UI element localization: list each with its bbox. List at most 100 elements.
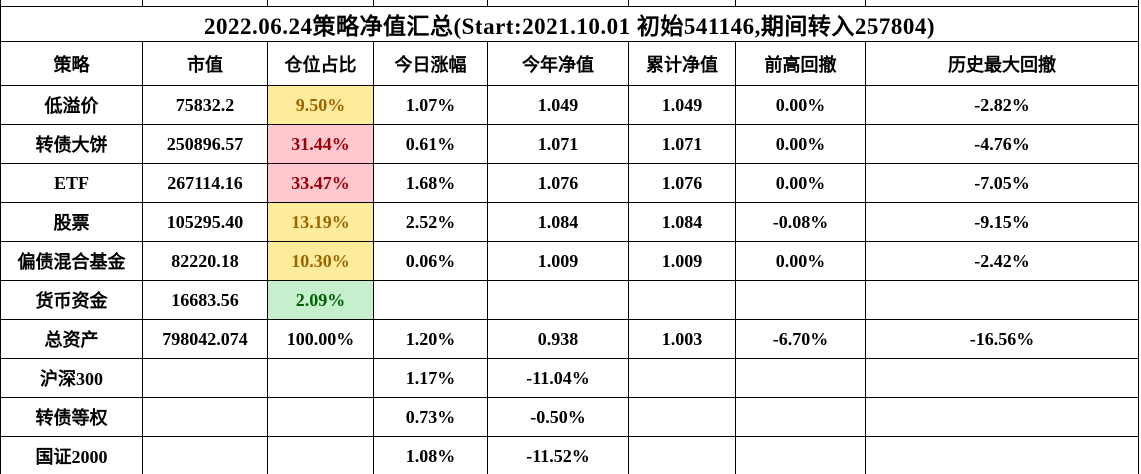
table-row: ETF 267114.16 33.47% 1.68% 1.076 1.076 0… <box>0 163 1139 203</box>
cell-ytd-nav[interactable] <box>487 280 629 320</box>
cell-position-ratio[interactable] <box>267 358 374 398</box>
cell-cumulative-nav[interactable] <box>628 358 736 398</box>
cell-market-value[interactable]: 75832.2 <box>142 85 268 125</box>
cell-strategy-name[interactable]: 总资产 <box>0 319 143 359</box>
cell-max-drawdown[interactable] <box>865 397 1139 437</box>
cell-cumulative-nav[interactable]: 1.076 <box>628 163 736 203</box>
cell-ytd-nav[interactable]: 0.938 <box>487 319 629 359</box>
cell-strategy-name[interactable]: 转债等权 <box>0 397 143 437</box>
cell-strategy-name[interactable]: 国证2000 <box>0 436 143 474</box>
cell-market-value[interactable]: 250896.57 <box>142 124 268 164</box>
cell-ytd-nav[interactable]: -0.50% <box>487 397 629 437</box>
cell-max-drawdown[interactable]: -2.42% <box>865 241 1139 281</box>
cell-max-drawdown[interactable]: -16.56% <box>865 319 1139 359</box>
cell-cumulative-nav[interactable] <box>628 436 736 474</box>
cell-prev-high-drawdown[interactable]: 0.00% <box>735 163 866 203</box>
cell-strategy-name[interactable]: 沪深300 <box>0 358 143 398</box>
cell-prev-high-drawdown[interactable] <box>735 280 866 320</box>
cell-prev-high-drawdown[interactable] <box>735 436 866 474</box>
column-header-strategy[interactable]: 策略 <box>0 41 143 86</box>
cell-position-ratio[interactable]: 13.19% <box>267 202 374 242</box>
cell-ytd-nav[interactable]: -11.52% <box>487 436 629 474</box>
column-header-max-drawdown[interactable]: 历史最大回撤 <box>865 41 1139 86</box>
cell-strategy-name[interactable]: 转债大饼 <box>0 124 143 164</box>
cell-position-ratio[interactable]: 9.50% <box>267 85 374 125</box>
cell-market-value[interactable] <box>142 358 268 398</box>
cell-position-ratio[interactable] <box>267 436 374 474</box>
cell-max-drawdown[interactable]: -4.76% <box>865 124 1139 164</box>
cell-today-change[interactable]: 1.68% <box>373 163 488 203</box>
cell-cumulative-nav[interactable] <box>628 280 736 320</box>
cell-ytd-nav[interactable]: 1.071 <box>487 124 629 164</box>
cell-prev-high-drawdown[interactable] <box>735 397 866 437</box>
cell-ytd-nav[interactable]: -11.04% <box>487 358 629 398</box>
cell-cumulative-nav[interactable]: 1.071 <box>628 124 736 164</box>
cell-market-value[interactable] <box>142 397 268 437</box>
cell-ytd-nav[interactable]: 1.049 <box>487 85 629 125</box>
cell-today-change[interactable]: 1.20% <box>373 319 488 359</box>
cell-today-change[interactable]: 1.08% <box>373 436 488 474</box>
cell-strategy-name[interactable]: 货币资金 <box>0 280 143 320</box>
cell-position-ratio[interactable]: 10.30% <box>267 241 374 281</box>
cell-market-value[interactable]: 82220.18 <box>142 241 268 281</box>
cell-strategy-name[interactable]: ETF <box>0 163 143 203</box>
cell-cumulative-nav[interactable]: 1.084 <box>628 202 736 242</box>
cell-today-change[interactable]: 0.61% <box>373 124 488 164</box>
cell-today-change[interactable]: 0.73% <box>373 397 488 437</box>
table-row: 股票 105295.40 13.19% 2.52% 1.084 1.084 -0… <box>0 202 1139 242</box>
cell-max-drawdown[interactable]: -7.05% <box>865 163 1139 203</box>
cell-position-ratio[interactable]: 100.00% <box>267 319 374 359</box>
cell-cumulative-nav[interactable]: 1.009 <box>628 241 736 281</box>
table-row: 货币资金 16683.56 2.09% <box>0 280 1139 320</box>
cell-max-drawdown[interactable] <box>865 436 1139 474</box>
cell-ytd-nav[interactable]: 1.009 <box>487 241 629 281</box>
cell-strategy-name[interactable]: 偏债混合基金 <box>0 241 143 281</box>
cell-cumulative-nav[interactable]: 1.049 <box>628 85 736 125</box>
cell-ytd-nav[interactable]: 1.084 <box>487 202 629 242</box>
table-row: 国证2000 1.08% -11.52% <box>0 436 1139 474</box>
table-title[interactable]: 2022.06.24策略净值汇总(Start:2021.10.01 初始5411… <box>0 6 1139 42</box>
column-header-prev-high-drawdown[interactable]: 前高回撤 <box>735 41 866 86</box>
cell-position-ratio[interactable] <box>267 397 374 437</box>
cell-strategy-name[interactable]: 低溢价 <box>0 85 143 125</box>
cell-max-drawdown[interactable]: -2.82% <box>865 85 1139 125</box>
cell-market-value[interactable] <box>142 436 268 474</box>
cell-prev-high-drawdown[interactable]: -0.08% <box>735 202 866 242</box>
cell-max-drawdown[interactable] <box>865 358 1139 398</box>
column-header-cumulative-nav[interactable]: 累计净值 <box>628 41 736 86</box>
cell-market-value[interactable]: 16683.56 <box>142 280 268 320</box>
cell-position-ratio[interactable]: 31.44% <box>267 124 374 164</box>
column-header-market-value[interactable]: 市值 <box>142 41 268 86</box>
table-row: 偏债混合基金 82220.18 10.30% 0.06% 1.009 1.009… <box>0 241 1139 281</box>
cell-market-value[interactable]: 267114.16 <box>142 163 268 203</box>
column-header-ytd-nav[interactable]: 今年净值 <box>487 41 629 86</box>
cell-prev-high-drawdown[interactable] <box>735 358 866 398</box>
cell-today-change[interactable]: 2.52% <box>373 202 488 242</box>
cell-max-drawdown[interactable] <box>865 280 1139 320</box>
cell-prev-high-drawdown[interactable]: 0.00% <box>735 124 866 164</box>
cell-prev-high-drawdown[interactable]: -6.70% <box>735 319 866 359</box>
cell-prev-high-drawdown[interactable]: 0.00% <box>735 241 866 281</box>
cell-strategy-name[interactable]: 股票 <box>0 202 143 242</box>
cell-position-ratio[interactable]: 2.09% <box>267 280 374 320</box>
title-row: 2022.06.24策略净值汇总(Start:2021.10.01 初始5411… <box>0 6 1139 42</box>
column-header-position-ratio[interactable]: 仓位占比 <box>267 41 374 86</box>
cell-market-value[interactable]: 798042.074 <box>142 319 268 359</box>
table-row: 低溢价 75832.2 9.50% 1.07% 1.049 1.049 0.00… <box>0 85 1139 125</box>
cell-market-value[interactable]: 105295.40 <box>142 202 268 242</box>
cell-cumulative-nav[interactable]: 1.003 <box>628 319 736 359</box>
cell-today-change[interactable]: 1.07% <box>373 85 488 125</box>
column-header-today-change[interactable]: 今日涨幅 <box>373 41 488 86</box>
table-row: 总资产 798042.074 100.00% 1.20% 0.938 1.003… <box>0 319 1139 359</box>
cell-max-drawdown[interactable]: -9.15% <box>865 202 1139 242</box>
cell-position-ratio[interactable]: 33.47% <box>267 163 374 203</box>
cell-today-change[interactable]: 1.17% <box>373 358 488 398</box>
cell-ytd-nav[interactable]: 1.076 <box>487 163 629 203</box>
cell-prev-high-drawdown[interactable]: 0.00% <box>735 85 866 125</box>
table-row: 沪深300 1.17% -11.04% <box>0 358 1139 398</box>
cell-today-change[interactable] <box>373 280 488 320</box>
cell-today-change[interactable]: 0.06% <box>373 241 488 281</box>
cell-cumulative-nav[interactable] <box>628 397 736 437</box>
